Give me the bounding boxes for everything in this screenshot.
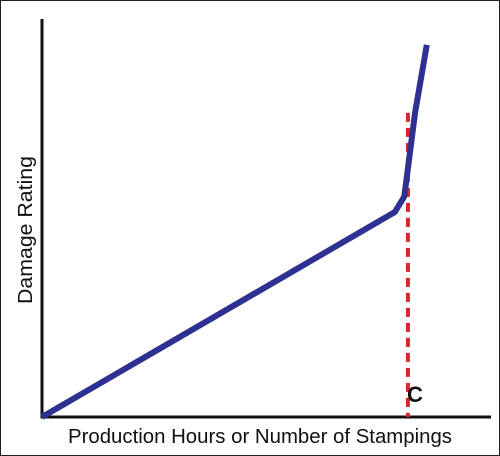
threshold-label: C [407, 382, 423, 407]
x-axis-label: Production Hours or Number of Stampings [68, 426, 452, 448]
series-group [40, 44, 430, 420]
y-axis-label: Damage Rating [15, 156, 37, 304]
series-line-1 [40, 44, 430, 420]
axes [40, 19, 491, 419]
